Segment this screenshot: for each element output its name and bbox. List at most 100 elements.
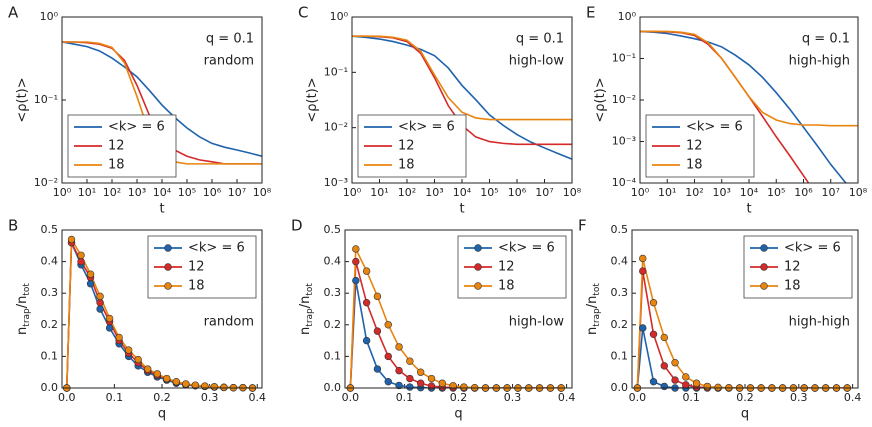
series-line (636, 270, 848, 388)
x-tick-label: 0.4 (248, 391, 266, 404)
x-tick-label: 10⁰ (53, 186, 72, 199)
marker (660, 333, 668, 342)
marker (639, 254, 647, 263)
annotation: random (204, 54, 254, 69)
x-tick-label: 10⁸ (849, 186, 868, 199)
y-tick-label: 0.0 (41, 381, 59, 394)
y-tick-label: 10⁰ (40, 10, 59, 23)
x-tick-label: 0.3 (504, 391, 522, 404)
x-tick-label: 10⁵ (767, 186, 785, 199)
x-tick-label: 10⁷ (535, 186, 553, 199)
series-line (636, 258, 848, 388)
x-axis-label: q (741, 407, 749, 422)
legend-box (67, 114, 177, 178)
marker (96, 305, 104, 313)
annotation: q = 0.1 (516, 32, 564, 47)
marker (77, 257, 85, 266)
marker (134, 355, 142, 364)
marker (105, 314, 114, 323)
series-line (640, 30, 848, 183)
x-tick-label: 10⁸ (563, 186, 582, 199)
legend-marker (474, 282, 482, 290)
marker (105, 324, 114, 332)
y-tick-label: 10⁻¹ (324, 65, 348, 78)
y-axis-label-part: /n (585, 296, 600, 309)
annotation: q = 0.1 (206, 32, 254, 47)
marker (649, 330, 658, 338)
y-tick-label: 10⁻² (324, 121, 348, 134)
y-axis-label: ntrap/ntot (15, 283, 32, 335)
marker (671, 376, 679, 384)
marker (86, 280, 95, 288)
x-axis-label: t (459, 202, 464, 217)
panel-letter: B (8, 217, 18, 235)
marker (352, 276, 360, 285)
y-axis-label: <ρ(t)> (305, 77, 320, 122)
legend-marker (164, 282, 172, 290)
x-tick-label: 0.2 (736, 391, 754, 404)
y-tick-label: 10⁻⁴ (612, 176, 637, 189)
y-tick-label: 0.5 (611, 223, 629, 236)
marker (384, 321, 392, 329)
marker (191, 381, 200, 389)
x-tick-label: 0.2 (153, 391, 171, 404)
x-tick-label: 0.2 (450, 391, 468, 404)
x-tick-label: 10⁶ (203, 186, 222, 199)
marker (416, 379, 425, 387)
axes-frame (639, 16, 859, 184)
series-line (352, 35, 572, 121)
x-tick-label: 0.1 (396, 391, 414, 404)
series-line (636, 327, 848, 388)
y-tick-label: 0.2 (324, 318, 342, 331)
y-tick-label: 0.2 (41, 318, 59, 331)
legend-label: 12 (398, 139, 415, 154)
legend-label: 18 (784, 279, 801, 294)
marker (172, 377, 180, 386)
x-tick-label: 10⁰ (343, 186, 362, 199)
marker (639, 267, 647, 275)
x-tick-label: 10¹ (370, 186, 388, 199)
x-tick-label: 0.3 (790, 391, 808, 404)
annotation: high-high (789, 54, 850, 69)
marker (639, 324, 647, 332)
legend-marker (474, 263, 482, 271)
y-tick-label: 10⁻² (612, 93, 636, 106)
marker (649, 298, 658, 307)
x-tick-label: 10⁴ (740, 186, 759, 199)
annotation: random (204, 315, 254, 330)
plot-area (640, 30, 858, 183)
y-tick-label: 0.4 (611, 255, 629, 268)
y-tick-label: 10⁻² (34, 176, 58, 189)
y-axis-label: <ρ(t)> (15, 77, 30, 122)
annotation: high-low (509, 315, 565, 330)
marker (86, 270, 95, 278)
panel-letter: A (8, 4, 19, 22)
y-tick-label: 0.1 (611, 349, 629, 362)
legend-marker (164, 244, 172, 252)
legend-label: 18 (108, 158, 125, 173)
marker (220, 383, 228, 392)
marker (362, 336, 371, 345)
legend-label: 12 (498, 260, 515, 275)
series-line (640, 30, 858, 127)
marker (395, 343, 403, 351)
marker (373, 292, 382, 301)
y-tick-label: 0.4 (41, 255, 59, 268)
legend-label: 12 (686, 139, 703, 154)
x-axis-label: t (159, 202, 164, 217)
x-tick-label: 10⁶ (794, 186, 813, 199)
x-tick-label: 10² (103, 186, 121, 199)
marker (352, 257, 360, 266)
x-tick-label: 10⁰ (631, 186, 650, 199)
axes-frame (61, 16, 263, 184)
marker (182, 380, 190, 388)
x-tick-label: 0.0 (342, 391, 360, 404)
y-axis-label-part: n (298, 327, 313, 335)
y-axis-label-part: trap (305, 308, 315, 327)
legend-label: 18 (498, 279, 515, 294)
marker (682, 381, 690, 389)
y-axis-label: ntrap/ntot (298, 283, 315, 335)
marker (96, 292, 104, 301)
marker (649, 377, 658, 386)
y-axis-label-part: <ρ(t)> (15, 77, 30, 122)
